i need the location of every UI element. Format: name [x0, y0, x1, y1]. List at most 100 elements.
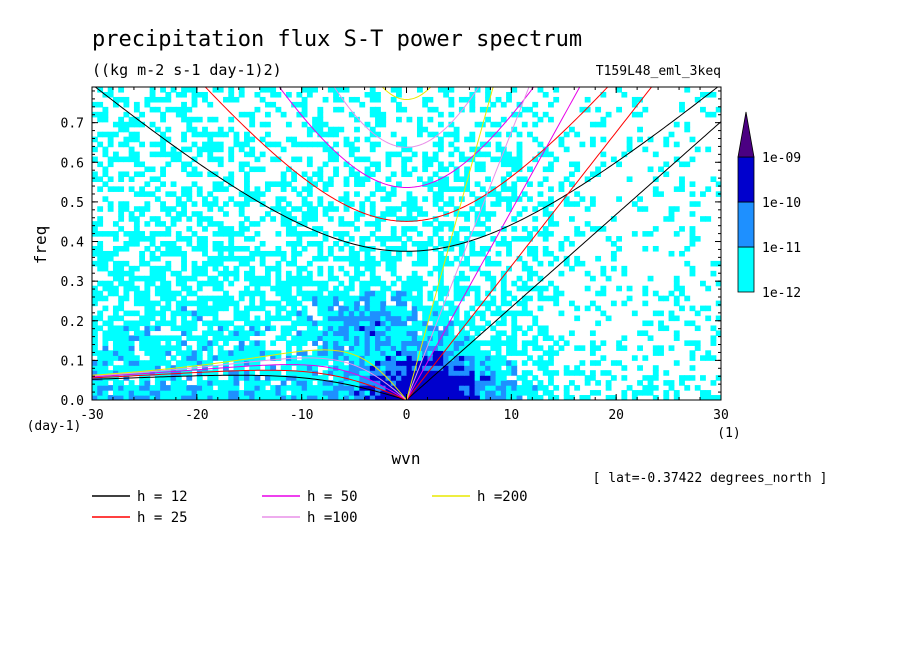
spectrum-cell: [280, 250, 287, 257]
spectrum-cell: [212, 355, 219, 361]
spectrum-cell: [458, 226, 465, 232]
spectrum-cell: [432, 285, 439, 292]
spectrum-cell: [411, 206, 418, 212]
spectrum-cell: [249, 191, 256, 197]
spectrum-cell: [112, 131, 119, 138]
spectrum-cell: [128, 216, 135, 222]
spectrum-cell: [338, 305, 345, 312]
spectrum-cell: [207, 280, 214, 287]
spectrum-cell: [233, 231, 240, 237]
spectrum-cell: [275, 395, 282, 400]
spectrum-cell: [97, 315, 104, 322]
spectrum-cell: [280, 335, 287, 341]
spectrum-cell: [223, 96, 229, 103]
spectrum-cell: [610, 156, 617, 163]
spectrum-cell: [191, 325, 198, 332]
spectrum-cell: [458, 260, 465, 267]
x-axis-label: wvn: [392, 449, 421, 468]
spectrum-cell: [333, 355, 339, 361]
spectrum-cell: [244, 380, 250, 386]
spectrum-cell: [422, 385, 429, 391]
spectrum-cell: [291, 305, 298, 312]
spectrum-cell: [359, 335, 366, 341]
spectrum-cell: [422, 166, 429, 173]
spectrum-cell: [364, 166, 371, 173]
spectrum-cell: [149, 141, 156, 148]
spectrum-cell: [369, 111, 376, 118]
spectrum-cell: [411, 216, 418, 222]
spectrum-cell: [322, 181, 329, 187]
spectrum-cell: [275, 106, 282, 113]
spectrum-cell: [327, 380, 334, 386]
spectrum-cell: [506, 250, 512, 257]
spectrum-cell: [432, 191, 439, 197]
spectrum-cell: [212, 320, 219, 327]
spectrum-cell: [495, 196, 502, 202]
spectrum-cell: [144, 191, 151, 197]
spectrum-cell: [160, 295, 166, 302]
spectrum-cell: [333, 365, 339, 371]
spectrum-cell: [605, 395, 612, 400]
spectrum-cell: [139, 206, 146, 212]
spectrum-cell: [343, 310, 350, 317]
spectrum-cell: [354, 116, 360, 123]
spectrum-cell: [118, 226, 125, 232]
spectrum-cell: [186, 300, 193, 307]
spectrum-cell: [658, 166, 664, 173]
spectrum-cell: [139, 345, 146, 351]
spectrum-cell: [181, 111, 187, 118]
spectrum-cell: [396, 345, 402, 351]
spectrum-cell: [359, 340, 366, 346]
spectrum-cell: [144, 340, 151, 346]
spectrum-cell: [322, 131, 329, 138]
spectrum-cell: [663, 395, 670, 400]
spectrum-cell: [479, 310, 486, 317]
spectrum-cell: [652, 151, 659, 158]
spectrum-cell: [264, 320, 271, 327]
spectrum-cell: [196, 216, 203, 222]
spectrum-cell: [595, 290, 602, 297]
spectrum-cell: [416, 176, 423, 182]
spectrum-cell: [437, 385, 444, 391]
spectrum-cell: [369, 131, 376, 138]
spectrum-cell: [165, 390, 172, 396]
spectrum-cell: [715, 395, 721, 400]
spectrum-cell: [333, 96, 339, 103]
spectrum-cell: [123, 126, 130, 133]
spectrum-cell: [312, 255, 318, 262]
spectrum-cell: [128, 231, 135, 237]
dispersion-curve-h25: [92, 87, 653, 400]
spectrum-cell: [160, 206, 166, 212]
spectrum-cell: [390, 355, 397, 361]
spectrum-cell: [443, 340, 450, 346]
spectrum-cell: [668, 290, 675, 297]
spectrum-cell: [485, 91, 491, 98]
spectrum-cell: [238, 146, 245, 153]
spectrum-cell: [233, 330, 240, 337]
spectrum-cell: [401, 305, 408, 312]
spectrum-cell: [160, 380, 166, 386]
spectrum-cell: [207, 201, 214, 207]
spectrum-cell: [249, 221, 256, 227]
spectrum-cell: [369, 260, 376, 267]
spectrum-cell: [427, 350, 434, 356]
spectrum-cell: [700, 305, 706, 312]
spectrum-cell: [605, 370, 612, 376]
spectrum-cell: [532, 216, 539, 222]
spectrum-cell: [427, 186, 434, 192]
spectrum-cell: [296, 290, 303, 297]
spectrum-cell: [485, 131, 491, 138]
spectrum-cell: [642, 375, 649, 381]
spectrum-cell: [422, 245, 429, 252]
spectrum-cell: [485, 300, 491, 307]
spectrum-cell: [558, 186, 565, 192]
spectrum-cell: [390, 151, 397, 158]
spectrum-cell: [375, 335, 381, 341]
spectrum-cell: [380, 186, 387, 192]
spectrum-cell: [663, 136, 670, 143]
spectrum-cell: [133, 206, 140, 212]
spectrum-cell: [291, 241, 298, 247]
spectrum-cell: [228, 375, 235, 381]
spectrum-cell: [144, 280, 151, 287]
y-axis: 0.00.10.20.30.40.50.60.7: [61, 90, 721, 409]
